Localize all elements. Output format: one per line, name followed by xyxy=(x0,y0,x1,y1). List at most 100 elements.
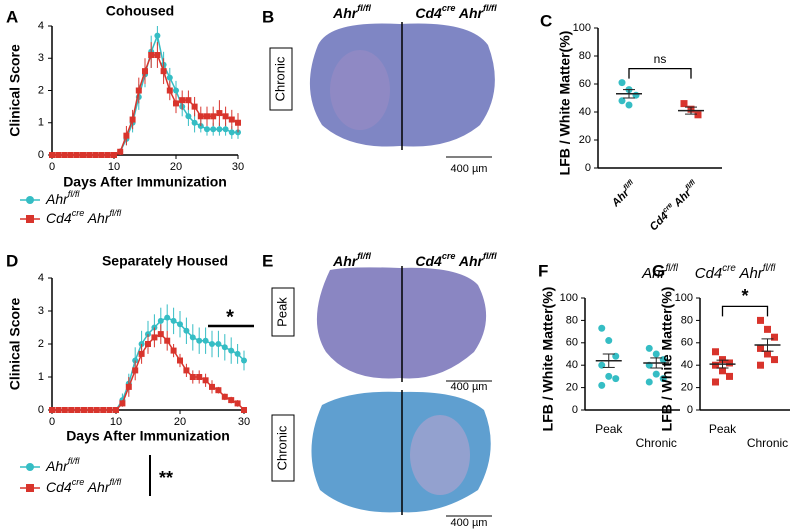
significance-bracket xyxy=(628,67,692,79)
text-part: fl/fl xyxy=(109,208,122,218)
marker xyxy=(132,367,139,374)
marker xyxy=(645,344,653,352)
marker xyxy=(598,381,606,389)
marker xyxy=(104,152,111,158)
legend-marker xyxy=(26,484,34,492)
text-part: fl/fl xyxy=(357,251,371,261)
column-title: Cd4cre Ahrfl/fl xyxy=(415,3,497,20)
y-tick-label: 100 xyxy=(560,292,578,304)
text-part: Ahr xyxy=(670,187,694,211)
x-tick-label: 0 xyxy=(49,416,55,428)
x-tick-label: 10 xyxy=(108,161,120,173)
marker xyxy=(55,407,62,413)
marker xyxy=(164,314,171,321)
marker xyxy=(757,344,764,352)
marker xyxy=(49,407,55,413)
text-part: fl/fl xyxy=(483,251,497,261)
y-tick-label: 40 xyxy=(579,106,591,118)
marker xyxy=(764,325,771,333)
marker xyxy=(49,152,55,158)
marker xyxy=(726,359,733,367)
marker xyxy=(93,407,100,413)
legend-label: Cd4cre Ahrfl/fl xyxy=(46,208,122,225)
marker xyxy=(726,372,733,380)
marker xyxy=(55,152,62,158)
marker xyxy=(216,110,223,117)
y-tick-label: 0 xyxy=(38,404,44,416)
marker xyxy=(189,334,196,341)
marker xyxy=(80,152,86,158)
y-tick-label: 60 xyxy=(566,337,578,349)
histology xyxy=(269,22,495,517)
marker xyxy=(170,317,177,324)
marker xyxy=(86,152,93,158)
text-part: fl/fl xyxy=(357,3,371,13)
marker xyxy=(185,97,192,104)
text-part: fl/fl xyxy=(483,3,497,13)
marker xyxy=(719,367,726,375)
series-line xyxy=(52,33,238,156)
marker xyxy=(234,400,241,407)
marker xyxy=(191,103,198,110)
text-part: cre xyxy=(442,251,456,261)
marker xyxy=(712,348,719,356)
text-part: fl/fl xyxy=(665,263,678,274)
text-part: Cd4 xyxy=(695,265,723,282)
marker xyxy=(67,152,74,158)
marker xyxy=(228,116,235,123)
marker xyxy=(113,407,119,413)
marker xyxy=(173,100,179,107)
y-tick-label: 80 xyxy=(579,50,591,62)
annotation: * xyxy=(741,286,748,306)
tissue xyxy=(330,50,390,130)
y-tick-label: 60 xyxy=(579,78,591,90)
annotation: ns xyxy=(654,52,667,66)
y-tick-label: 2 xyxy=(38,338,44,350)
legend-marker xyxy=(26,463,34,471)
marker xyxy=(61,152,68,158)
marker xyxy=(123,132,130,139)
marker xyxy=(145,341,151,347)
marker xyxy=(197,122,204,129)
x-tick-label: 20 xyxy=(174,416,186,428)
marker xyxy=(618,79,626,87)
y-tick-label: 40 xyxy=(566,359,578,371)
marker xyxy=(73,152,80,158)
annotation: * xyxy=(226,306,234,328)
marker xyxy=(234,350,241,357)
marker xyxy=(712,361,719,369)
x-axis-label: Days After Immunization xyxy=(66,428,230,444)
x-tick-label: Peak xyxy=(595,422,623,436)
text-part: cre xyxy=(72,208,85,218)
marker xyxy=(100,407,107,413)
scale-label: 400 µm xyxy=(451,517,488,529)
y-tick-label: 80 xyxy=(566,314,578,326)
x-tick-label: Chronic xyxy=(636,436,677,450)
y-axis-label: LFB / White Matter(%) xyxy=(659,287,675,432)
panel-letter: A xyxy=(6,7,18,26)
text-part: Ahr xyxy=(736,265,764,282)
text-part: Ahr xyxy=(332,5,359,21)
marker xyxy=(210,113,217,120)
text-part: cre xyxy=(722,263,736,274)
marker xyxy=(209,341,215,347)
marker xyxy=(81,407,87,413)
marker xyxy=(166,87,173,94)
y-tick-label: 100 xyxy=(573,22,591,34)
marker xyxy=(119,400,126,407)
marker xyxy=(204,113,210,120)
marker xyxy=(202,337,209,344)
marker xyxy=(92,152,99,158)
panel-letter: D xyxy=(6,251,18,270)
scale-label: 400 µm xyxy=(451,163,488,175)
y-tick-label: 1 xyxy=(38,371,44,383)
marker xyxy=(719,356,726,364)
marker xyxy=(235,119,241,126)
x-tick-label: Chronic xyxy=(747,436,788,450)
chart-title: Cohoused xyxy=(106,3,174,19)
chart-title: Ahrfl/fl xyxy=(641,263,679,282)
y-tick-label: 60 xyxy=(681,337,693,349)
marker xyxy=(652,350,660,358)
text-part: Cd4 xyxy=(46,210,72,226)
significance-bracket xyxy=(721,305,769,317)
